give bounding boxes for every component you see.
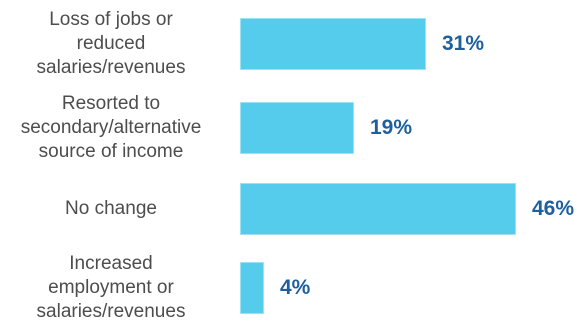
category-label-line: Resorted to [61, 93, 161, 114]
category-label-line: salaries/revenues [36, 301, 186, 322]
category-label-line: employment or [48, 277, 174, 298]
value-label: 19% [370, 116, 413, 139]
category-label-line: Loss of jobs or [49, 9, 173, 30]
category-label-line: Increased [69, 253, 153, 274]
bar [240, 262, 264, 314]
value-label: 4% [280, 276, 311, 299]
category-label: Resorted to secondary/alternative source o… [0, 88, 222, 168]
chart: Loss of jobs or reduced salaries/revenues 3… [0, 2, 575, 322]
category-label-line: salaries/revenues [36, 57, 186, 78]
category-label-line: reduced [76, 33, 146, 54]
bar [240, 18, 426, 70]
value-label: 46% [532, 197, 575, 220]
category-label: Increased employment or salaries/revenues [0, 248, 222, 328]
bar [240, 183, 516, 235]
category-label: Loss of jobs or reduced salaries/revenues [0, 2, 222, 86]
category-label: No change [0, 189, 222, 229]
bar [240, 102, 354, 154]
category-label-line: source of income [38, 141, 184, 162]
category-label-line: secondary/alternative [20, 117, 202, 138]
value-label: 31% [442, 32, 485, 55]
category-label-line: No change [65, 198, 157, 219]
